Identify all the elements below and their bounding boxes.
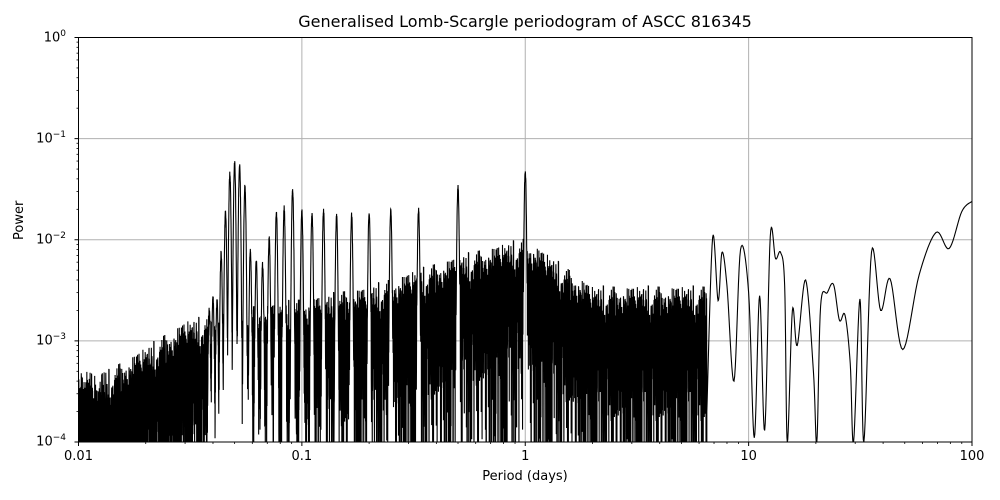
x-tick-label: 1	[521, 449, 530, 464]
periodogram-line	[78, 161, 972, 442]
y-tick-label: 100	[43, 28, 66, 45]
x-tick-label: 0.01	[64, 449, 93, 464]
x-axis-label: Period (days)	[482, 469, 568, 484]
chart-title: Generalised Lomb-Scargle periodogram of …	[298, 12, 752, 31]
x-tick-label: 10	[740, 449, 757, 464]
y-tick-label: 10−3	[36, 331, 66, 349]
grid-lines	[78, 37, 973, 443]
y-tick-label: 10−1	[36, 129, 66, 146]
y-tick-label: 10−4	[36, 433, 66, 450]
y-tick-label: 10−2	[36, 230, 66, 248]
x-tick-label: 0.1	[291, 449, 313, 464]
axes-frame	[78, 37, 973, 443]
x-tick-label: 100	[959, 449, 985, 464]
